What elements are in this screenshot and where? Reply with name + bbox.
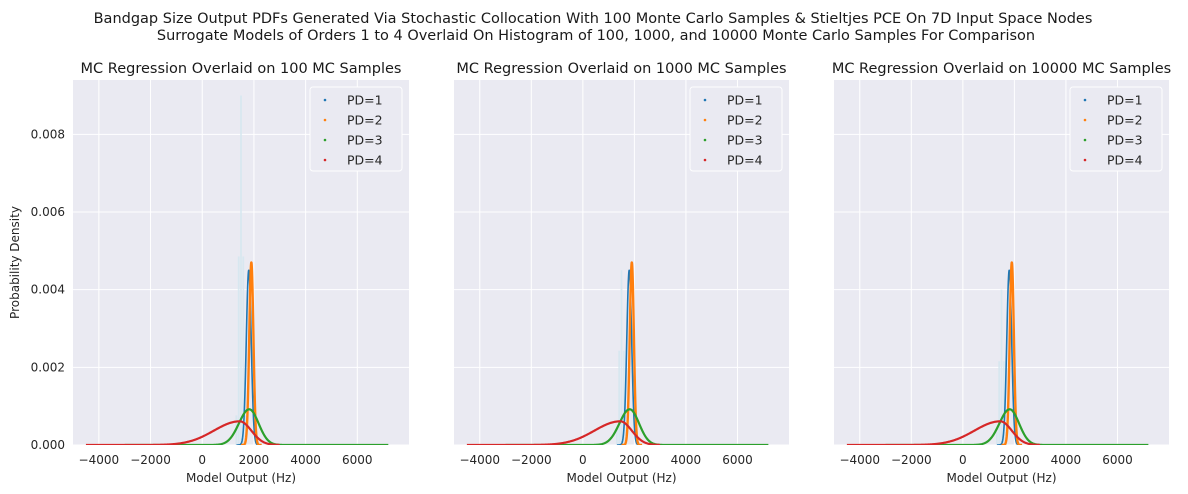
histogram-bar bbox=[1000, 289, 1003, 445]
legend-marker-pd4 bbox=[323, 158, 327, 162]
subplots: −4000 −2000 0 2000 4000 60000.0000.0020.0040.… bbox=[8, 61, 1171, 485]
histogram-bar bbox=[995, 431, 998, 445]
series-line-pd2 bbox=[239, 261, 263, 445]
x-tick-label: 2000 bbox=[999, 453, 1030, 467]
legend-marker-pd1 bbox=[703, 98, 707, 102]
subplot-1: −4000 −2000 0 2000 4000 60000.0000.0020.0040.… bbox=[8, 61, 409, 485]
legend-label-pd1: PD=1 bbox=[1107, 93, 1143, 108]
x-tick-labels: −4000 −2000 0 2000 4000 6000 bbox=[79, 453, 373, 467]
histogram-bar bbox=[618, 350, 621, 445]
subplot-2: −4000 −2000 0 2000 4000 6000 MC Regression Ove… bbox=[454, 61, 789, 485]
series-line-pd3 bbox=[505, 408, 769, 445]
plot-content bbox=[466, 261, 769, 445]
legend-box bbox=[689, 86, 783, 172]
y-tick-labels: 0.000 0.002 0.004 0.006 0.008 bbox=[31, 127, 65, 452]
legend: PD=1 PD=2 PD=3 PD=4 bbox=[1069, 86, 1163, 172]
x-tick-label: −2000 bbox=[891, 453, 932, 467]
legend-label-pd1: PD=1 bbox=[727, 93, 763, 108]
legend-label-pd1: PD=1 bbox=[347, 93, 383, 108]
subplot-title: MC Regression Overlaid on 1000 MC Sample… bbox=[456, 61, 786, 77]
x-tick-label: 2000 bbox=[619, 453, 650, 467]
legend-marker-pd1 bbox=[323, 98, 327, 102]
x-tick-label: 4000 bbox=[290, 453, 321, 467]
series-line-pd4 bbox=[85, 420, 281, 445]
x-tick-label: −4000 bbox=[459, 453, 500, 467]
series-line-pd2 bbox=[1000, 261, 1024, 445]
legend-label-pd4: PD=4 bbox=[347, 153, 383, 168]
x-tick-label: 0 bbox=[579, 453, 587, 467]
legend-label-pd3: PD=3 bbox=[1107, 133, 1143, 148]
x-tick-label: 6000 bbox=[1102, 453, 1133, 467]
y-tick-label: 0.004 bbox=[31, 283, 65, 297]
x-tick-label: 0 bbox=[959, 453, 967, 467]
legend-label-pd4: PD=4 bbox=[1107, 153, 1143, 168]
legend-label-pd3: PD=3 bbox=[347, 133, 383, 148]
series-line-pd4 bbox=[466, 420, 661, 445]
legend-marker-pd3 bbox=[703, 138, 707, 142]
x-tick-label: −4000 bbox=[839, 453, 880, 467]
x-tick-label: 0 bbox=[198, 453, 206, 467]
series-line-pd3 bbox=[124, 408, 389, 445]
histogram-bar bbox=[998, 361, 1001, 445]
histogram-bar bbox=[1002, 361, 1005, 445]
plot-content bbox=[846, 261, 1149, 445]
histogram-bar bbox=[240, 95, 242, 445]
legend-label-pd3: PD=3 bbox=[727, 133, 763, 148]
histogram-bar bbox=[620, 270, 623, 445]
legend-marker-pd2 bbox=[1083, 118, 1087, 122]
legend: PD=1 PD=2 PD=3 PD=4 bbox=[689, 86, 783, 172]
y-tick-label: 0.000 bbox=[31, 438, 65, 452]
legend-marker-pd2 bbox=[703, 118, 707, 122]
legend-marker-pd4 bbox=[703, 158, 707, 162]
plot-content bbox=[85, 95, 389, 445]
subplot-title: MC Regression Overlaid on 100 MC Samples bbox=[81, 61, 402, 77]
legend-box bbox=[1069, 86, 1163, 172]
x-tick-label: 2000 bbox=[239, 453, 270, 467]
x-axis-label: Model Output (Hz) bbox=[946, 471, 1056, 485]
subplot-3: −4000 −2000 0 2000 4000 6000 MC Regression Ove… bbox=[832, 61, 1171, 485]
histogram-bar bbox=[622, 350, 625, 445]
y-tick-label: 0.008 bbox=[31, 127, 65, 141]
histogram-bar bbox=[242, 256, 245, 445]
x-tick-label: 6000 bbox=[342, 453, 373, 467]
legend-marker-pd2 bbox=[323, 118, 327, 122]
x-tick-label: −2000 bbox=[130, 453, 171, 467]
legend-label-pd2: PD=2 bbox=[1107, 113, 1143, 128]
y-axis-label: Probability Density bbox=[8, 206, 22, 319]
legend: PD=1 PD=2 PD=3 PD=4 bbox=[309, 86, 403, 172]
y-tick-label: 0.006 bbox=[31, 205, 65, 219]
legend-box bbox=[309, 86, 403, 172]
legend-marker-pd3 bbox=[323, 138, 327, 142]
y-tick-label: 0.002 bbox=[31, 360, 65, 374]
subplot-title: MC Regression Overlaid on 10000 MC Sampl… bbox=[832, 61, 1171, 77]
x-tick-labels: −4000 −2000 0 2000 4000 6000 bbox=[839, 453, 1132, 467]
histogram-bar bbox=[615, 430, 618, 445]
series-line-pd3 bbox=[885, 408, 1149, 445]
x-tick-label: 6000 bbox=[722, 453, 753, 467]
x-axis-label: Model Output (Hz) bbox=[186, 471, 296, 485]
legend-marker-pd1 bbox=[1083, 98, 1087, 102]
x-tick-label: 4000 bbox=[671, 453, 702, 467]
figure-title-line-1: Bandgap Size Output PDFs Generated Via S… bbox=[94, 11, 1093, 27]
x-tick-labels: −4000 −2000 0 2000 4000 6000 bbox=[459, 453, 752, 467]
x-tick-label: −4000 bbox=[79, 453, 120, 467]
x-axis-label: Model Output (Hz) bbox=[566, 471, 676, 485]
legend-marker-pd4 bbox=[1083, 158, 1087, 162]
gridlines bbox=[454, 80, 789, 446]
histogram-bar bbox=[237, 256, 240, 445]
x-tick-label: 4000 bbox=[1051, 453, 1082, 467]
figure-title-line-2: Surrogate Models of Orders 1 to 4 Overla… bbox=[157, 28, 1035, 44]
x-tick-label: −2000 bbox=[511, 453, 552, 467]
legend-label-pd2: PD=2 bbox=[727, 113, 763, 128]
legend-label-pd2: PD=2 bbox=[347, 113, 383, 128]
legend-marker-pd3 bbox=[1083, 138, 1087, 142]
legend-label-pd4: PD=4 bbox=[727, 153, 763, 168]
series-line-pd4 bbox=[846, 420, 1041, 445]
series-line-pd2 bbox=[620, 261, 644, 445]
